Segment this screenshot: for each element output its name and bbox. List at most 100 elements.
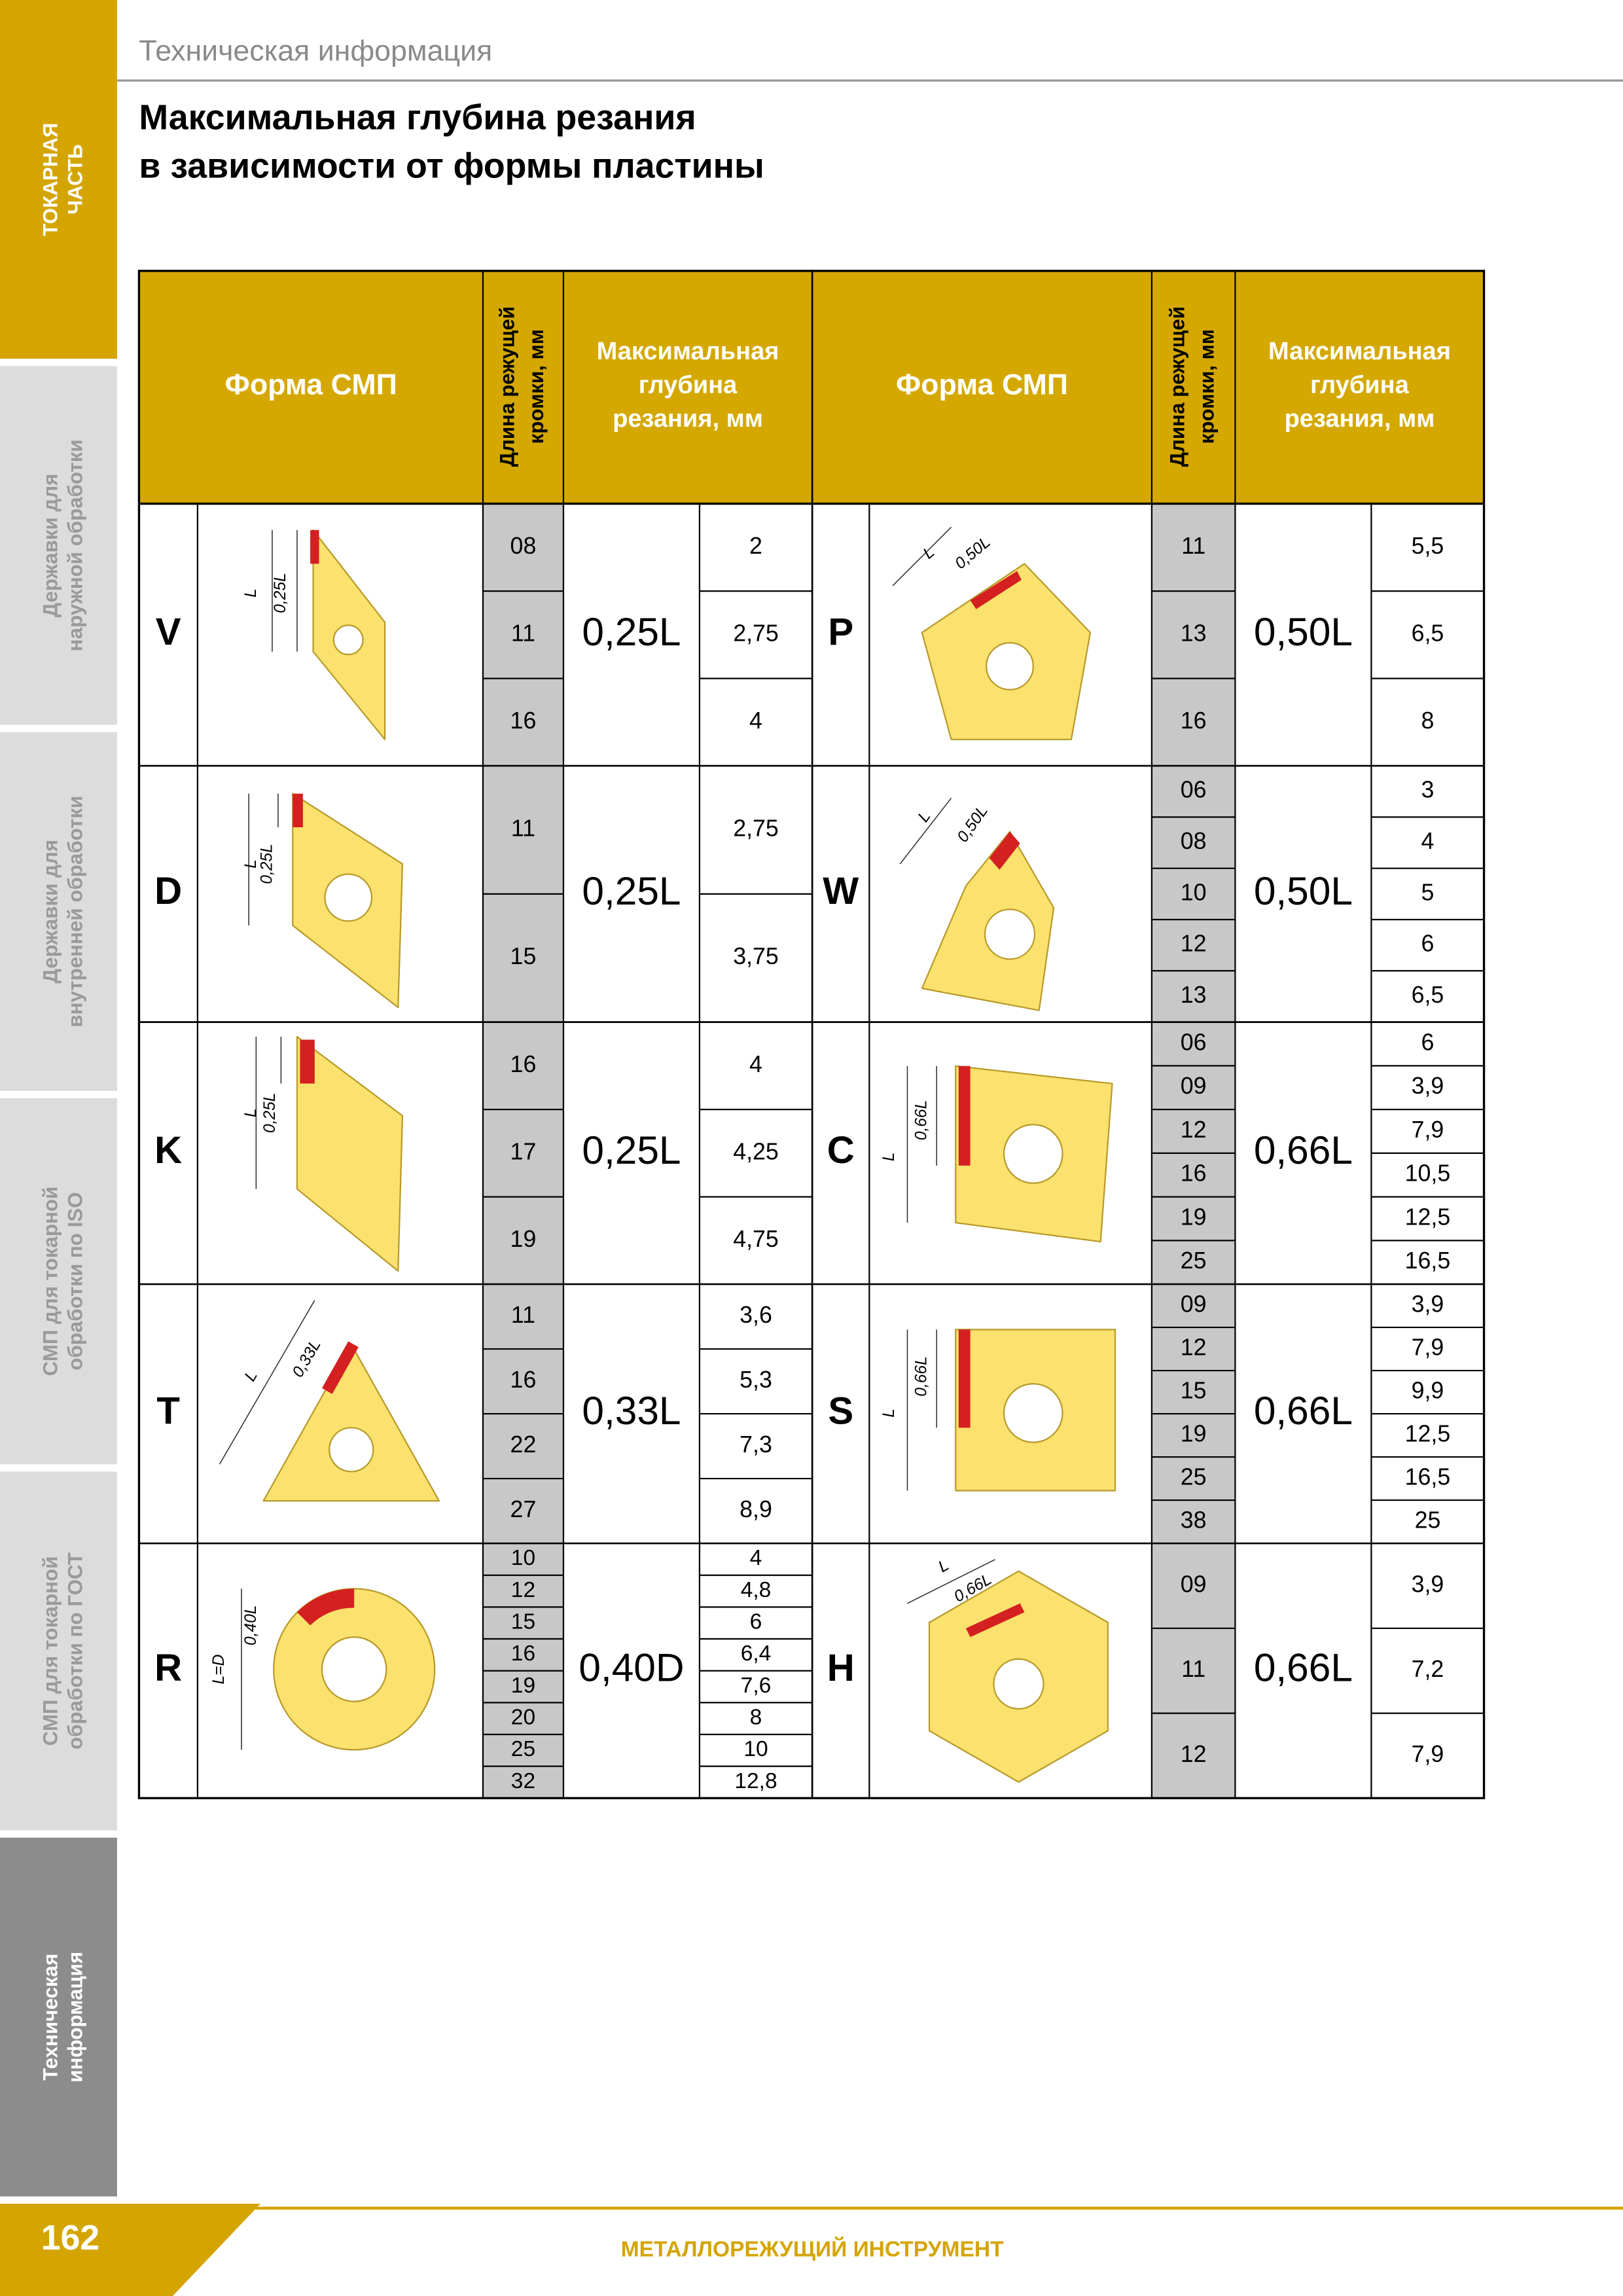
edge-length: 16 — [1181, 1160, 1207, 1187]
edge-length: 38 — [1181, 1507, 1207, 1534]
edge-length: 27 — [510, 1496, 537, 1522]
shape-letter: P — [828, 611, 853, 653]
sidebar-tab — [0, 366, 117, 725]
edge-length: 11 — [511, 815, 535, 841]
cutting-edge — [958, 1066, 971, 1166]
sidebar-tab — [0, 1837, 117, 2197]
cutting-edge — [965, 1603, 1025, 1638]
sidebar-tab — [0, 732, 117, 1091]
column-header: кромки, мм — [525, 329, 548, 444]
edge-length: 25 — [511, 1737, 535, 1761]
cutting-edge — [310, 529, 319, 564]
cutting-edge — [989, 831, 1020, 870]
dimension-label: 0,66L — [912, 1100, 930, 1141]
cutting-edge — [293, 793, 303, 828]
shape-letter: S — [828, 1390, 853, 1432]
section-title: Техническая информация — [139, 35, 492, 67]
edge-length: 17 — [510, 1138, 537, 1164]
insert-shape — [296, 1035, 404, 1272]
page-title: Максимальная глубина резания — [139, 98, 696, 137]
max-depth: 5,5 — [1412, 533, 1444, 559]
depth-formula: 0,25L — [582, 609, 681, 654]
edge-length: 06 — [1181, 1029, 1207, 1055]
dimension-line — [892, 526, 952, 586]
max-depth: 10 — [743, 1737, 768, 1761]
brand: МЕТАЛЛОРЕЖУЩИЙ ИНСТРУМЕНТ — [621, 2236, 1004, 2262]
sidebar-label: ЧАСТЬ — [64, 144, 87, 214]
max-depth: 7,6 — [741, 1674, 772, 1698]
page-title: в зависимости от формы пластины — [139, 146, 764, 185]
depth-formula: 0,33L — [582, 1388, 681, 1433]
depth-formula: 0,50L — [1254, 869, 1353, 913]
edge-length: 11 — [1181, 533, 1205, 559]
max-depth: 3 — [1421, 777, 1435, 803]
edge-length: 16 — [510, 708, 537, 734]
column-header: Максимальная — [1268, 338, 1451, 365]
max-depth: 4,25 — [733, 1138, 779, 1164]
edge-length: 12 — [1181, 931, 1207, 957]
edge-length: 16 — [510, 1051, 537, 1077]
dimension-label: L — [242, 859, 260, 869]
edge-length: 19 — [1181, 1421, 1207, 1447]
edge-length: 12 — [1181, 1741, 1207, 1767]
edge-length: 22 — [510, 1431, 537, 1458]
sidebar-label: СМП для токарной — [39, 1556, 62, 1746]
max-depth: 3,75 — [733, 943, 779, 969]
dimension-label: 0,40L — [242, 1605, 260, 1646]
edge-length: 09 — [1181, 1073, 1207, 1099]
max-depth: 4 — [749, 1051, 762, 1077]
sidebar-label: ТОКАРНАЯ — [39, 123, 62, 236]
edge-length: 16 — [1181, 708, 1207, 734]
edge-length: 15 — [1181, 1378, 1207, 1404]
max-depth: 10,5 — [1405, 1160, 1451, 1187]
edge-length: 19 — [1181, 1204, 1207, 1230]
column-header: Длина режущей — [1166, 306, 1189, 467]
shape-letter: W — [823, 870, 859, 912]
max-depth: 6,4 — [741, 1641, 772, 1666]
edge-length: 32 — [511, 1769, 535, 1793]
edge-length: 20 — [511, 1706, 535, 1730]
sidebar-label: Державки для — [39, 474, 62, 618]
max-depth: 7,9 — [1412, 1335, 1444, 1361]
max-depth: 3,6 — [740, 1302, 772, 1328]
max-depth: 16,5 — [1405, 1464, 1451, 1490]
dimension-label: L — [880, 1153, 898, 1162]
edge-length: 19 — [510, 1226, 537, 1252]
edge-length: 16 — [510, 1367, 537, 1393]
dimension-label: L=D — [210, 1655, 228, 1685]
depth-formula: 0,66L — [1254, 1128, 1353, 1172]
max-depth: 6,5 — [1412, 982, 1444, 1008]
edge-length: 11 — [1181, 1656, 1205, 1682]
sidebar-label: Державки для — [39, 840, 62, 984]
dimension-line — [907, 1558, 995, 1604]
sidebar-label: внутренней обработки — [64, 796, 87, 1028]
footer-tab — [0, 2204, 261, 2296]
edge-length: 12 — [1181, 1335, 1207, 1361]
shape-letter: D — [154, 870, 182, 912]
edge-length: 08 — [510, 533, 537, 559]
max-depth: 8 — [750, 1706, 762, 1730]
shape-letter: V — [156, 611, 181, 653]
depth-formula: 0,40D — [579, 1645, 684, 1690]
edge-length: 25 — [1181, 1464, 1207, 1490]
max-depth: 4 — [749, 708, 762, 734]
edge-length: 19 — [511, 1674, 535, 1698]
insert-hole — [1003, 1124, 1063, 1184]
max-depth: 12,8 — [734, 1769, 777, 1793]
edge-length: 09 — [1181, 1291, 1207, 1318]
max-depth: 3,9 — [1412, 1073, 1444, 1099]
max-depth: 6 — [1421, 1029, 1435, 1055]
edge-length: 11 — [511, 1302, 535, 1328]
column-header: Максимальная — [597, 338, 779, 365]
dimension-label: 0,25L — [259, 844, 276, 884]
max-depth: 2,75 — [733, 815, 779, 841]
dimension-label: 0,25L — [261, 1093, 279, 1134]
depth-formula: 0,66L — [1254, 1645, 1353, 1690]
sidebar-label: Техническая — [39, 1954, 62, 2081]
dimension-line — [219, 1300, 315, 1465]
column-header: глубина — [639, 372, 738, 399]
length-column — [482, 503, 563, 1799]
max-depth: 12,5 — [1405, 1204, 1451, 1230]
max-depth: 2,75 — [733, 620, 779, 646]
